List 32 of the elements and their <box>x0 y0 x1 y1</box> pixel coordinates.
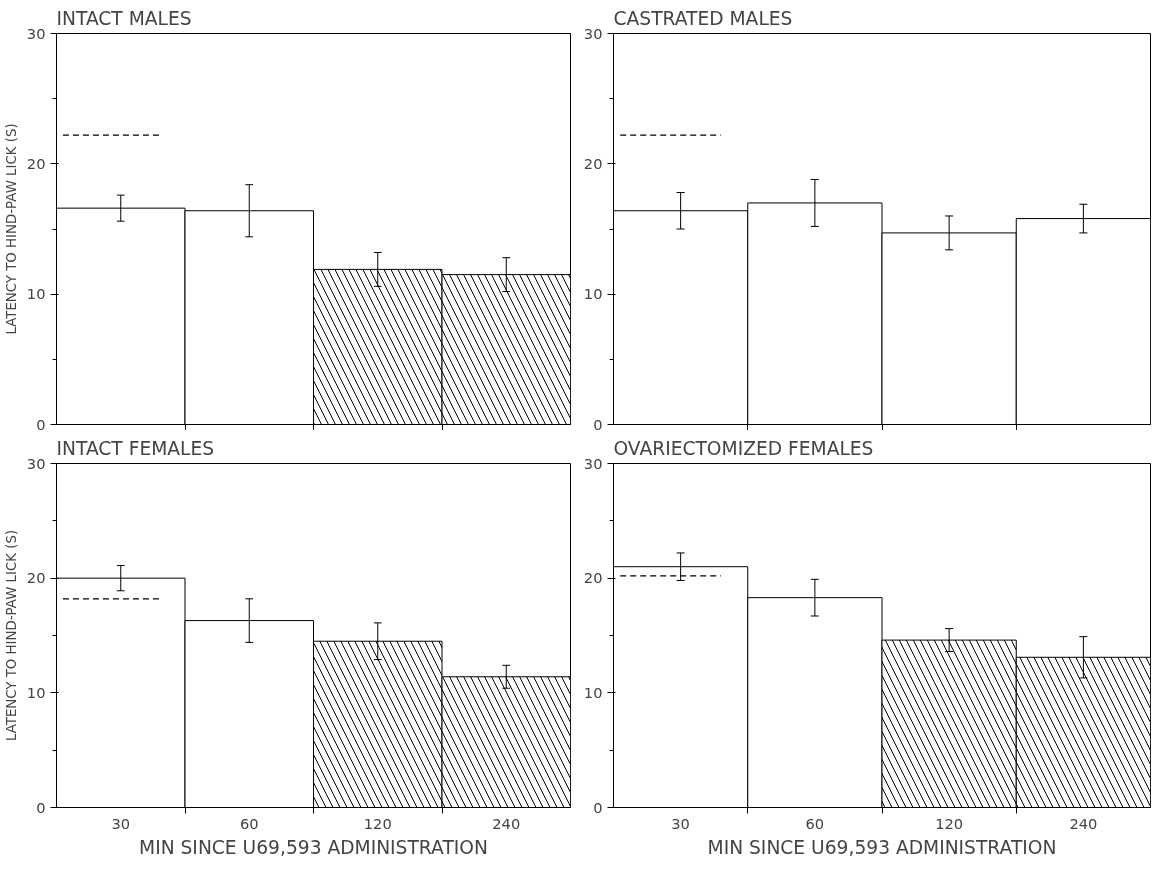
x-tick-label: 30 <box>671 814 690 832</box>
y-tick-label: 10 <box>583 683 603 701</box>
y-tick-label: 20 <box>583 569 603 587</box>
y-tick-label: 0 <box>36 415 46 433</box>
chart-title: OVARIECTOMIZED FEMALES <box>613 437 874 459</box>
x-tick-label: 30 <box>111 814 131 832</box>
y-tick-label: 0 <box>36 798 46 816</box>
x-tick-label: 120 <box>935 814 964 832</box>
y-tick-label: 10 <box>26 683 46 701</box>
chart-title: CASTRATED MALES <box>613 7 793 29</box>
x-tick-label: 240 <box>1069 814 1098 832</box>
y-tick-label: 30 <box>26 24 46 42</box>
x-axis-title: MIN SINCE U69,593 ADMINISTRATION <box>707 836 1057 858</box>
y-axis-title: LATENCY TO HIND-PAW LICK (S) <box>3 529 19 742</box>
x-axis-title: MIN SINCE U69,593 ADMINISTRATION <box>139 836 488 858</box>
y-tick-label: 10 <box>26 285 46 303</box>
y-tick-label: 10 <box>583 285 603 303</box>
y-tick-label: 0 <box>593 798 603 816</box>
y-tick-label: 30 <box>583 454 603 472</box>
y-tick-label: 30 <box>583 24 603 42</box>
x-tick-label: 60 <box>805 814 825 832</box>
y-axis-title: LATENCY TO HIND-PAW LICK (S) <box>3 123 19 335</box>
chart-title: INTACT FEMALES <box>56 437 215 459</box>
chart-title: INTACT MALES <box>56 7 192 29</box>
y-tick-label: 20 <box>26 154 46 172</box>
x-tick-label: 60 <box>239 814 259 832</box>
y-tick-label: 0 <box>593 415 603 433</box>
x-tick-label: 120 <box>363 814 392 832</box>
y-tick-label: 20 <box>26 569 46 587</box>
x-tick-label: 240 <box>492 814 521 832</box>
y-tick-label: 30 <box>26 454 46 472</box>
y-tick-label: 20 <box>583 154 603 172</box>
